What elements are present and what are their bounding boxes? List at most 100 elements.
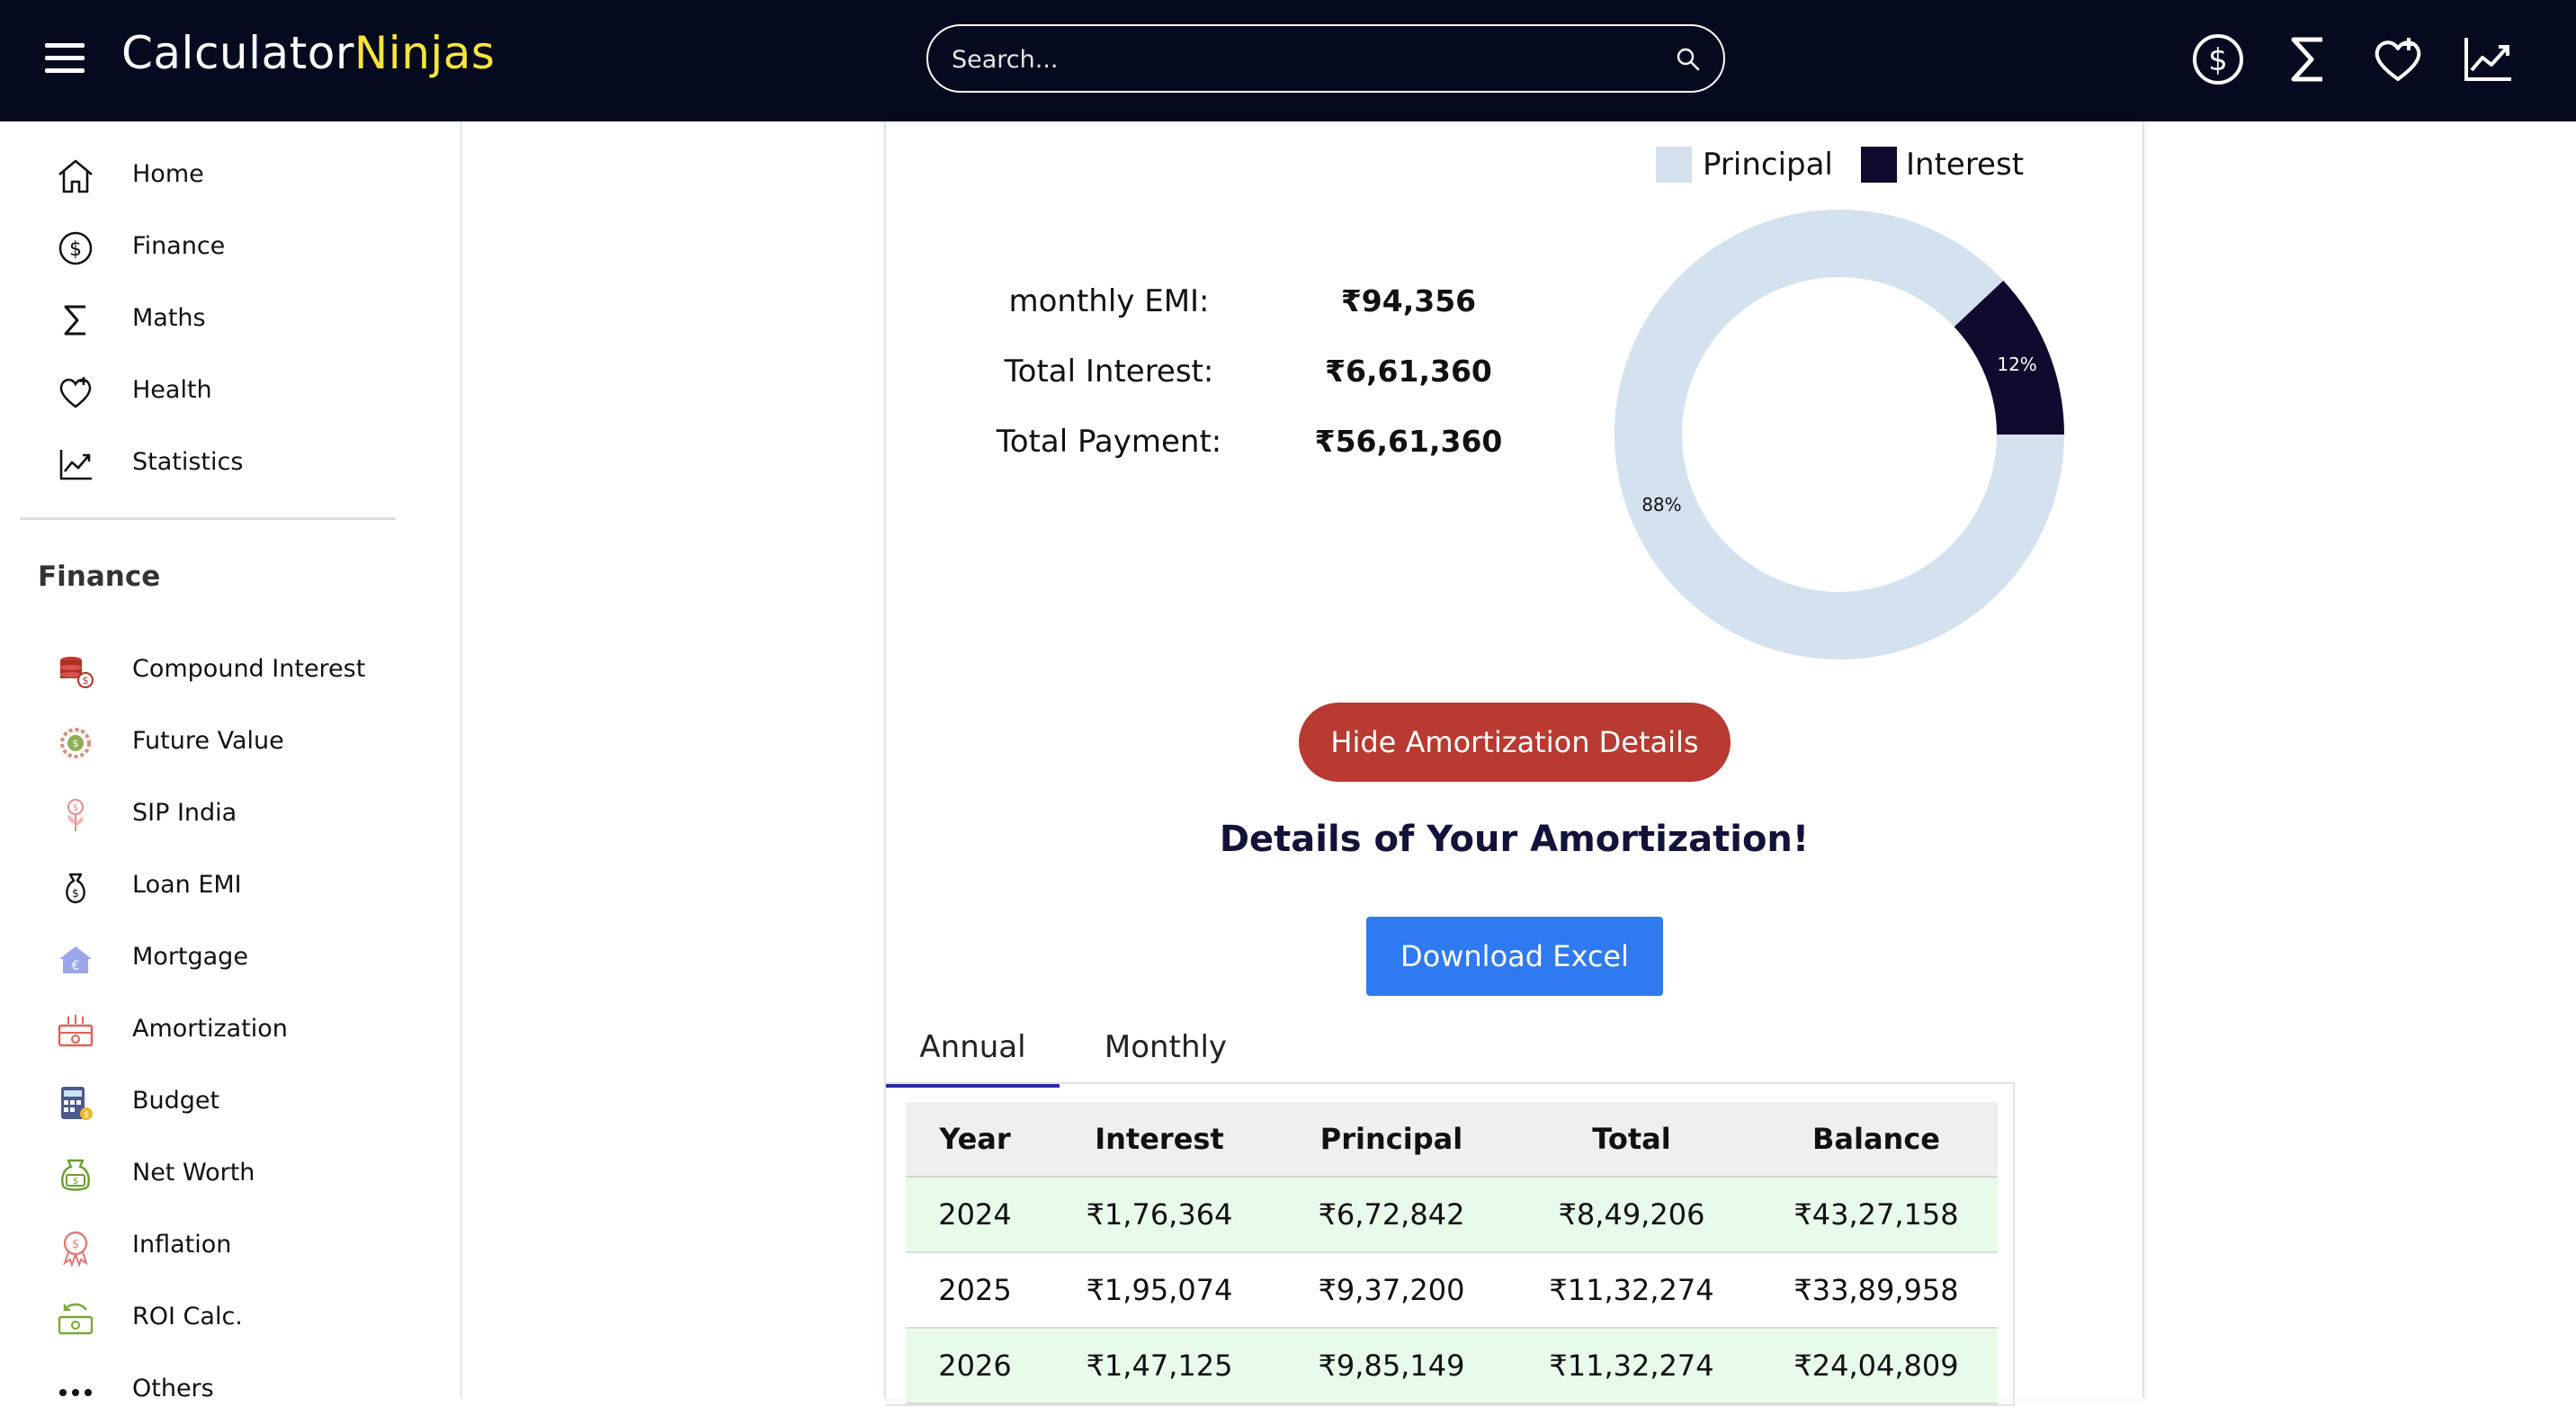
- sidebar-item-label: Others: [132, 1375, 214, 1403]
- sidebar-item-budget[interactable]: $ Budget: [0, 1074, 432, 1128]
- cell-balance: ₹33,89,958: [1755, 1252, 1998, 1329]
- sigma-icon: [64, 305, 85, 336]
- coins-stack-icon: $: [60, 657, 94, 688]
- donut-label-principal: 88%: [1641, 494, 1681, 515]
- column-header-interest: Interest: [1044, 1102, 1275, 1178]
- roi-cash-icon: [58, 1303, 94, 1335]
- svg-text:$: $: [73, 1177, 78, 1187]
- sidebar: Home $ Finance Maths Health Statistics F…: [0, 121, 462, 1403]
- sidebar-item-sip-india[interactable]: $ SIP India: [0, 786, 432, 840]
- sidebar-item-label: SIP India: [132, 799, 237, 827]
- cell-total: ₹8,49,206: [1508, 1177, 1755, 1253]
- tab-monthly[interactable]: Monthly: [1104, 1029, 1228, 1065]
- svg-text:$: $: [72, 1238, 79, 1251]
- logo-accent-text: Ninjas: [353, 27, 496, 79]
- heart-plus-icon[interactable]: [2369, 31, 2427, 88]
- stat-value-total-interest: ₹6,61,360: [1325, 354, 1492, 389]
- cell-year: 2025: [906, 1252, 1044, 1329]
- coin-gear-icon: $: [60, 728, 91, 758]
- table-row: 2025 ₹1,95,074 ₹9,37,200 ₹11,32,274 ₹33,…: [906, 1252, 1998, 1329]
- menu-icon[interactable]: [45, 43, 85, 76]
- sidebar-divider: [20, 517, 396, 520]
- sidebar-item-future-value[interactable]: $ Future Value: [0, 714, 432, 768]
- search-box: [926, 24, 1725, 93]
- chart-line-icon[interactable]: [2459, 31, 2517, 88]
- column-header-balance: Balance: [1755, 1102, 1998, 1178]
- sidebar-item-home[interactable]: Home: [0, 148, 432, 202]
- stat-label-total-payment: Total Payment:: [996, 424, 1222, 460]
- sidebar-item-label: Inflation: [132, 1231, 232, 1259]
- principal-interest-donut-chart: 12% 88%: [1614, 210, 2064, 660]
- sidebar-item-finance[interactable]: $ Finance: [0, 220, 432, 273]
- results-card: Principal Interest monthly EMI: ₹94,356 …: [884, 121, 2144, 1406]
- amortization-table: Year Interest Principal Total Balance 20…: [906, 1102, 1998, 1404]
- column-header-principal: Principal: [1275, 1102, 1508, 1178]
- calculator-icon: $: [61, 1087, 93, 1120]
- svg-text:€: €: [72, 959, 80, 973]
- cell-principal: ₹9,37,200: [1275, 1252, 1508, 1329]
- sidebar-item-label: Home: [132, 160, 204, 188]
- sidebar-item-label: ROI Calc.: [132, 1303, 243, 1331]
- table-row: 2024 ₹1,76,364 ₹6,72,842 ₹8,49,206 ₹43,2…: [906, 1177, 1998, 1253]
- sidebar-item-others[interactable]: Others: [0, 1362, 432, 1416]
- sidebar-item-label: Statistics: [132, 448, 244, 476]
- dollar-icon[interactable]: $: [2189, 31, 2247, 88]
- cell-principal: ₹9,85,149: [1275, 1328, 1508, 1404]
- svg-text:$: $: [72, 887, 79, 900]
- sidebar-item-label: Mortgage: [132, 943, 248, 971]
- cell-interest: ₹1,47,125: [1044, 1328, 1275, 1404]
- sidebar-item-label: Loan EMI: [132, 871, 242, 899]
- sidebar-item-health[interactable]: Health: [0, 363, 432, 417]
- cell-total: ₹11,32,274: [1508, 1328, 1755, 1404]
- inflation-coin-icon: $: [63, 1231, 88, 1267]
- sidebar-item-maths[interactable]: Maths: [0, 291, 432, 345]
- top-bar: CalculatorNinjas $: [0, 0, 2576, 121]
- cell-balance: ₹24,04,809: [1755, 1328, 1998, 1404]
- hide-amortization-button[interactable]: Hide Amortization Details: [1299, 703, 1731, 782]
- sigma-icon[interactable]: [2279, 31, 2337, 88]
- sidebar-item-amortization[interactable]: Amortization: [0, 1002, 432, 1056]
- table-row: 2026 ₹1,47,125 ₹9,85,149 ₹11,32,274 ₹24,…: [906, 1328, 1998, 1404]
- sidebar-item-roi-calc[interactable]: ROI Calc.: [0, 1290, 432, 1344]
- svg-text:$: $: [69, 238, 82, 261]
- logo-main-text: Calculator: [121, 27, 354, 79]
- sidebar-item-label: Amortization: [132, 1015, 288, 1043]
- search-input[interactable]: [950, 39, 1655, 80]
- legend-swatch-interest: [1861, 147, 1897, 183]
- sidebar-item-net-worth[interactable]: $ Net Worth: [0, 1146, 432, 1200]
- svg-text:$: $: [73, 803, 78, 813]
- cell-principal: ₹6,72,842: [1275, 1177, 1508, 1253]
- svg-text:$: $: [73, 738, 79, 749]
- tab-annual[interactable]: Annual: [886, 1017, 1060, 1088]
- column-header-year: Year: [906, 1102, 1044, 1178]
- sidebar-item-statistics[interactable]: Statistics: [0, 435, 432, 489]
- stat-label-emi: monthly EMI:: [1008, 283, 1210, 319]
- sidebar-item-inflation[interactable]: $ Inflation: [0, 1218, 432, 1272]
- heart-plus-icon: [59, 377, 92, 408]
- svg-text:$: $: [2208, 42, 2228, 78]
- cell-total: ₹11,32,274: [1508, 1252, 1755, 1329]
- money-plant-icon: $: [67, 799, 84, 831]
- sidebar-item-label: Health: [132, 376, 212, 404]
- cell-interest: ₹1,76,364: [1044, 1177, 1275, 1253]
- svg-text:$: $: [83, 675, 89, 686]
- site-logo[interactable]: CalculatorNinjas: [121, 27, 495, 79]
- sidebar-item-compound-interest[interactable]: $ Compound Interest: [0, 642, 432, 696]
- sidebar-item-label: Net Worth: [132, 1159, 255, 1187]
- cash-register-icon: [58, 1015, 94, 1047]
- sidebar-item-loan-emi[interactable]: $ Loan EMI: [0, 858, 432, 912]
- sidebar-item-label: Budget: [132, 1087, 220, 1115]
- stat-value-emi: ₹94,356: [1340, 283, 1477, 318]
- download-excel-button[interactable]: Download Excel: [1366, 917, 1663, 996]
- donut-slice-interest: [1954, 280, 2064, 435]
- cell-interest: ₹1,95,074: [1044, 1252, 1275, 1329]
- legend-label: Principal: [1703, 147, 1833, 183]
- table-header-row: Year Interest Principal Total Balance: [906, 1102, 1998, 1178]
- donut-label-interest: 12%: [1997, 354, 2036, 375]
- dollar-icon: $: [58, 231, 93, 265]
- money-bag-dollar-icon: $: [61, 1159, 90, 1191]
- stat-label-total-interest: Total Interest:: [1004, 354, 1214, 390]
- search-icon[interactable]: [1675, 46, 1702, 73]
- sidebar-item-label: Finance: [132, 232, 226, 260]
- sidebar-item-mortgage[interactable]: € Mortgage: [0, 930, 432, 984]
